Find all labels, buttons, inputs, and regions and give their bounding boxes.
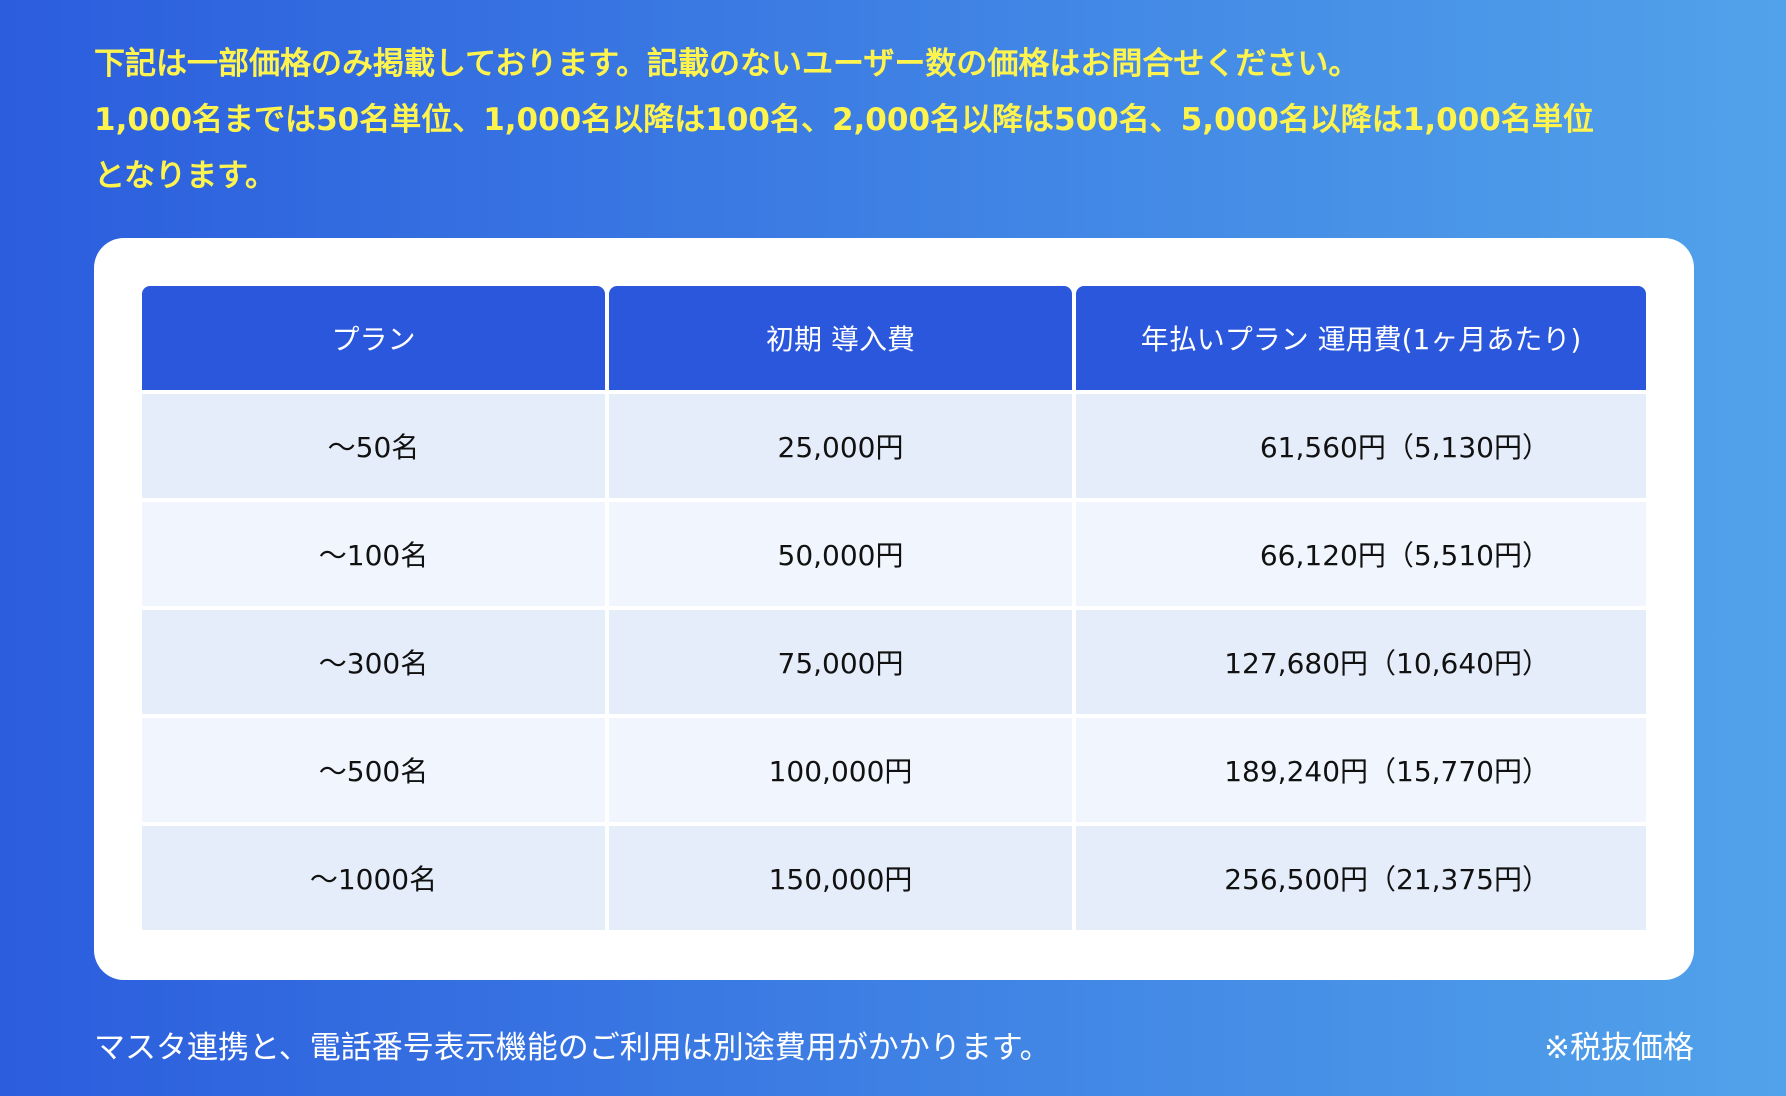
table-row: 〜500名 100,000円 189,240円（15,770円）	[142, 718, 1646, 822]
pricing-card: プラン 初期 導入費 年払いプラン 運用費(1ヶ月あたり) 〜50名 25,00…	[94, 238, 1694, 980]
notice-line-3: となります。	[94, 158, 276, 194]
initial-fee-cell: 50,000円	[609, 502, 1072, 606]
annual-fee-cell: 189,240円（15,770円）	[1076, 718, 1646, 822]
annual-fee-cell: 66,120円（5,510円）	[1076, 502, 1646, 606]
plan-cell: 〜300名	[142, 610, 605, 714]
table-row: 〜300名 75,000円 127,680円（10,640円）	[142, 610, 1646, 714]
plan-cell: 〜500名	[142, 718, 605, 822]
annual-fee-cell: 256,500円（21,375円）	[1076, 826, 1646, 930]
initial-fee-cell: 100,000円	[609, 718, 1072, 822]
plan-cell: 〜100名	[142, 502, 605, 606]
table-row: 〜100名 50,000円 66,120円（5,510円）	[142, 502, 1646, 606]
header-initial-fee: 初期 導入費	[609, 286, 1072, 390]
initial-fee-cell: 75,000円	[609, 610, 1072, 714]
header-plan: プラン	[142, 286, 605, 390]
table-row: 〜50名 25,000円 61,560円（5,130円）	[142, 394, 1646, 498]
annual-fee-cell: 61,560円（5,130円）	[1076, 394, 1646, 498]
pricing-table: プラン 初期 導入費 年払いプラン 運用費(1ヶ月あたり) 〜50名 25,00…	[142, 286, 1646, 934]
tax-note: ※税抜価格	[1544, 1030, 1694, 1066]
notice-line-2: 1,000名までは50名単位、1,000名以降は100名、2,000名以降は50…	[94, 102, 1594, 138]
header-annual-fee: 年払いプラン 運用費(1ヶ月あたり)	[1076, 286, 1646, 390]
table-header-row: プラン 初期 導入費 年払いプラン 運用費(1ヶ月あたり)	[142, 286, 1646, 390]
initial-fee-cell: 150,000円	[609, 826, 1072, 930]
initial-fee-cell: 25,000円	[609, 394, 1072, 498]
annual-fee-cell: 127,680円（10,640円）	[1076, 610, 1646, 714]
pricing-notice: 下記は一部価格のみ掲載しております。記載のないユーザー数の価格はお問合せください…	[94, 36, 1714, 204]
footer-note: マスタ連携と、電話番号表示機能のご利用は別途費用がかかります。	[94, 1030, 1051, 1066]
plan-cell: 〜1000名	[142, 826, 605, 930]
notice-line-1: 下記は一部価格のみ掲載しております。記載のないユーザー数の価格はお問合せください…	[94, 46, 1360, 82]
plan-cell: 〜50名	[142, 394, 605, 498]
table-row: 〜1000名 150,000円 256,500円（21,375円）	[142, 826, 1646, 930]
